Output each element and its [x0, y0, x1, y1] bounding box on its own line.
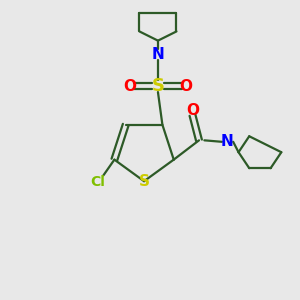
Text: Cl: Cl	[91, 175, 106, 189]
Text: O: O	[123, 79, 136, 94]
Text: N: N	[221, 134, 234, 149]
Text: N: N	[152, 47, 164, 62]
Text: O: O	[186, 103, 199, 118]
Text: O: O	[180, 79, 193, 94]
Text: S: S	[139, 174, 150, 189]
Text: S: S	[152, 77, 164, 95]
